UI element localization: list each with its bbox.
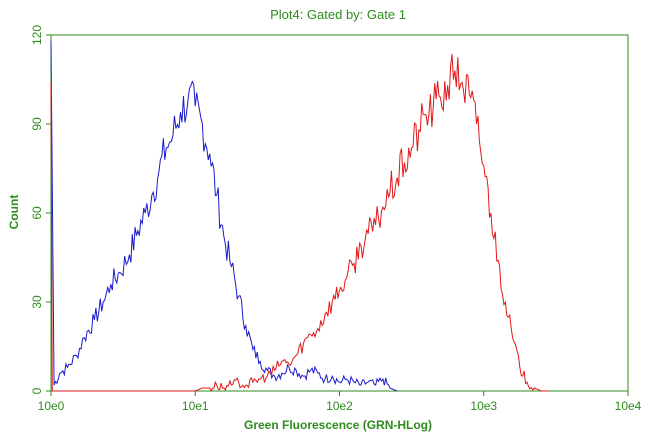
x-tick-label: 10e0: [38, 399, 65, 413]
chart-title: Plot4: Gated by: Gate 1: [270, 7, 406, 22]
x-axis-label: Green Fluorescence (GRN-HLog): [244, 418, 432, 432]
x-tick-label: 10e4: [615, 399, 642, 413]
series-line-2: [50, 53, 549, 392]
y-tick-label: 60: [30, 206, 44, 220]
series-line-1: [50, 40, 398, 392]
y-axis-label: Count: [7, 195, 21, 230]
series-layer: [50, 40, 549, 392]
x-tick-label: 10e3: [470, 399, 497, 413]
plot-frame: [50, 34, 629, 392]
x-tick-label: 10e1: [182, 399, 209, 413]
x-axis-ticks: 10e0 10e1 10e2 10e3 10e4: [38, 391, 642, 413]
y-tick-label: 120: [30, 25, 44, 45]
y-tick-label: 30: [30, 295, 44, 309]
y-tick-label: 90: [30, 117, 44, 131]
x-tick-label: 10e2: [326, 399, 353, 413]
y-axis-ticks: 0 30 60 90 120: [30, 25, 51, 394]
y-tick-label: 0: [30, 387, 44, 394]
